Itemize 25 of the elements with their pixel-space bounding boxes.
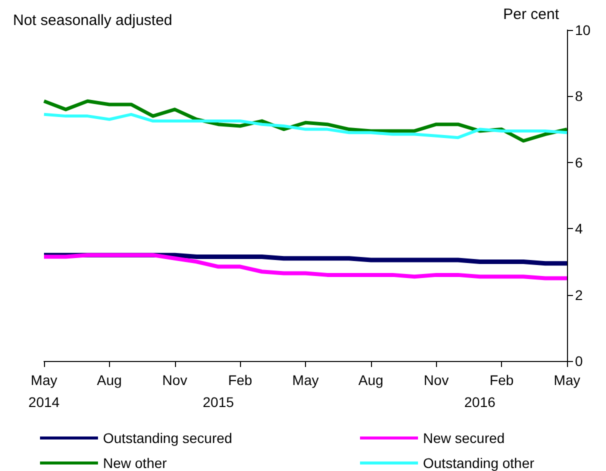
legend-label: Outstanding secured [103,430,232,446]
x-tick-label: Feb [228,372,252,388]
x-tick-label: May [292,372,319,388]
y-tick-label: 10 [575,22,591,38]
y-tick-label: 8 [575,88,583,104]
line-series [42,112,568,140]
x-tick-label: Feb [490,372,514,388]
x-tick-label: Nov [162,372,188,388]
chart-title: Not seasonally adjusted [13,12,172,29]
legend-label: Outstanding other [423,455,535,471]
x-tick-label: 2015 [202,394,234,410]
legend-label: New other [103,455,168,471]
x-tick-label: 2016 [464,394,496,410]
line-series [42,253,569,280]
x-tick-label: May 2014 [28,372,60,410]
y-tick-label: 6 [575,154,583,170]
y-tick-label: 4 [575,220,583,237]
y-tick-label: 2 [575,286,583,303]
y-axis-title: Per cent [503,6,560,23]
x-tick-label: Aug [96,372,122,388]
legend-label: New secured [423,430,505,446]
x-tick-label: Aug [358,372,384,388]
x-tick-label: May [554,372,580,388]
y-tick-label: 0 [575,353,583,369]
x-tick-label: Nov [424,372,449,388]
